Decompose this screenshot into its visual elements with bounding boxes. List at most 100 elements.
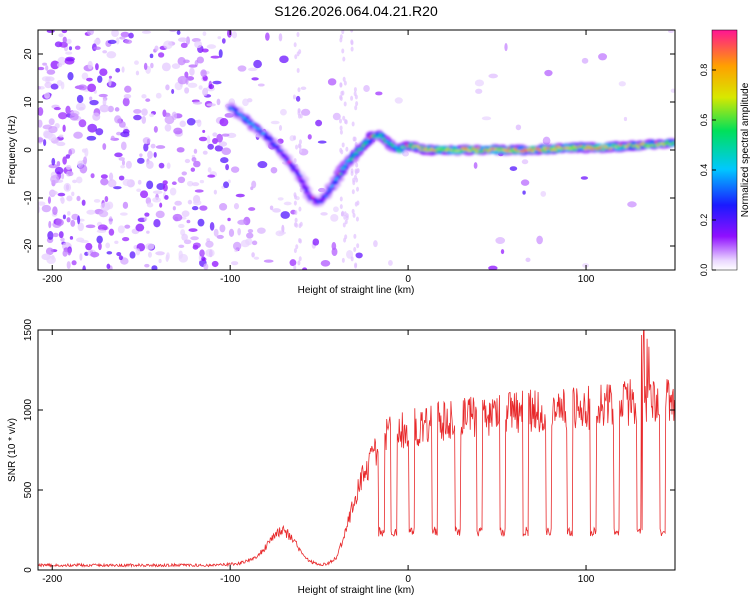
snr-xlabel: Height of straight line (km) bbox=[298, 585, 415, 596]
heatmap-noise-cell bbox=[190, 236, 199, 241]
heatmap-noise-cell bbox=[188, 228, 198, 232]
heatmap-noise-cell bbox=[627, 201, 637, 208]
heatmap-noise-cell bbox=[176, 147, 185, 153]
heatmap-noise-cell bbox=[133, 109, 142, 114]
heatmap-noise-cell bbox=[233, 203, 240, 210]
heatmap-noise-cell bbox=[144, 212, 150, 217]
heatmap-noise-cell bbox=[61, 30, 68, 34]
heatmap-noise-cell bbox=[473, 162, 478, 169]
heatmap-noise-cell bbox=[108, 75, 113, 79]
heatmap-noise-cell bbox=[153, 218, 161, 228]
heatmap-noise-cell bbox=[536, 235, 543, 245]
heatmap-ridge-cell bbox=[279, 149, 284, 152]
heatmap-noise-cell bbox=[141, 30, 152, 34]
heatmap-ridge-cell bbox=[361, 144, 365, 148]
heatmap-streak-cell bbox=[293, 158, 297, 164]
heatmap-noise-cell bbox=[141, 108, 148, 116]
heatmap-ridge-cell bbox=[268, 139, 272, 142]
heatmap-ridge-cell bbox=[652, 144, 657, 148]
heatmap-noise-cell bbox=[70, 219, 76, 227]
heatmap-noise-cell bbox=[192, 101, 203, 105]
heatmap-noise-cell bbox=[193, 160, 201, 168]
heatmap-noise-cell bbox=[56, 160, 61, 167]
heatmap-noise-cell bbox=[488, 73, 498, 79]
heatmap-noise-cell bbox=[193, 148, 198, 154]
heatmap-noise-cell bbox=[56, 62, 63, 68]
heatmap-streak-cell bbox=[351, 189, 355, 195]
heatmap-ridge-cell bbox=[372, 134, 376, 137]
heatmap-noise-cell bbox=[504, 43, 508, 52]
heatmap-noise-cell bbox=[520, 179, 530, 186]
heatmap-noise-cell bbox=[375, 91, 383, 96]
heatmap-ridge-cell bbox=[566, 146, 570, 149]
heatmap-noise-cell bbox=[270, 166, 278, 174]
heatmap-noise-cell bbox=[201, 48, 209, 53]
heatmap-noise-cell bbox=[61, 173, 65, 180]
heatmap-noise-cell bbox=[76, 195, 81, 202]
heatmap-noise-cell bbox=[60, 237, 65, 242]
heatmap-noise-cell bbox=[194, 189, 204, 193]
heatmap-noise-cell bbox=[135, 223, 145, 232]
heatmap-noise-cell bbox=[55, 218, 64, 227]
heatmap-noise-cell bbox=[163, 40, 173, 50]
heatmap-noise-cell bbox=[212, 80, 222, 85]
heatmap-noise-cell bbox=[52, 232, 59, 238]
heatmap-noise-cell bbox=[146, 230, 150, 234]
heatmap-ridge-cell bbox=[368, 136, 371, 139]
heatmap-noise-cell bbox=[105, 242, 111, 249]
heatmap-noise-cell bbox=[69, 113, 79, 121]
heatmap-noise-cell bbox=[164, 115, 175, 125]
heatmap-noise-cell bbox=[515, 124, 522, 131]
heatmap-noise-cell bbox=[106, 201, 114, 210]
heatmap-ridge-cell bbox=[585, 145, 589, 148]
heatmap-noise-cell bbox=[108, 172, 114, 181]
heatmap-streak-cell bbox=[339, 96, 343, 102]
heatmap-noise-cell bbox=[544, 69, 553, 77]
heatmap-ridge-cell bbox=[250, 122, 255, 125]
heatmap-noise-cell bbox=[177, 37, 188, 42]
heatmap-ridge-cell bbox=[310, 198, 314, 201]
heatmap-streak-cell bbox=[294, 217, 298, 223]
heatmap-noise-cell bbox=[147, 251, 152, 258]
heatmap-streak-cell bbox=[298, 139, 302, 145]
heatmap-ridge-cell bbox=[430, 147, 434, 151]
heatmap-noise-cell bbox=[110, 135, 115, 141]
heatmap-noise-cell bbox=[47, 231, 54, 240]
heatmap-noise-cell bbox=[121, 159, 126, 166]
heatmap-noise-cell bbox=[86, 135, 97, 141]
heatmap-noise-cell bbox=[202, 87, 209, 97]
heatmap-noise-cell bbox=[331, 247, 338, 257]
heatmap-noise-cell bbox=[394, 97, 403, 104]
heatmap-noise-cell bbox=[157, 52, 165, 58]
heatmap-ridge-cell bbox=[459, 150, 463, 153]
heatmap-noise-cell bbox=[668, 30, 675, 33]
heatmap-ridge-cell bbox=[417, 146, 421, 149]
heatmap-noise-cell bbox=[63, 182, 72, 192]
heatmap-noise-cell bbox=[228, 228, 235, 237]
heatmap-noise-cell bbox=[74, 45, 81, 50]
heatmap-noise-cell bbox=[155, 251, 165, 256]
heatmap-noise-cell bbox=[218, 49, 223, 58]
heatmap-ridge-cell bbox=[531, 150, 535, 153]
heatmap-ridge-cell bbox=[419, 148, 423, 152]
heatmap-noise-cell bbox=[247, 228, 254, 233]
heatmap-noise-cell bbox=[107, 105, 114, 113]
heatmap-noise-cell bbox=[166, 162, 171, 169]
heatmap-noise-cell bbox=[113, 186, 122, 190]
heatmap-noise-cell bbox=[93, 46, 101, 51]
heatmap-noise-cell bbox=[161, 62, 171, 72]
heatmap-noise-cell bbox=[85, 224, 96, 229]
heatmap-noise-cell bbox=[474, 79, 485, 87]
heatmap-ridge-cell bbox=[429, 149, 432, 152]
heatmap-streak-cell bbox=[298, 206, 302, 212]
heatmap-noise-cell bbox=[330, 214, 339, 222]
heatmap-ridge-cell bbox=[594, 147, 599, 150]
heatmap-streak-cell bbox=[338, 118, 342, 124]
heatmap-streak-cell bbox=[299, 113, 303, 119]
heatmap-ridge-cell bbox=[327, 188, 332, 191]
heatmap-noise-cell bbox=[87, 60, 93, 70]
heatmap-noise-cell bbox=[118, 157, 125, 161]
heatmap-noise-cell bbox=[277, 197, 284, 201]
heatmap-streak-cell bbox=[354, 201, 358, 207]
heatmap-noise-cell bbox=[45, 247, 54, 256]
